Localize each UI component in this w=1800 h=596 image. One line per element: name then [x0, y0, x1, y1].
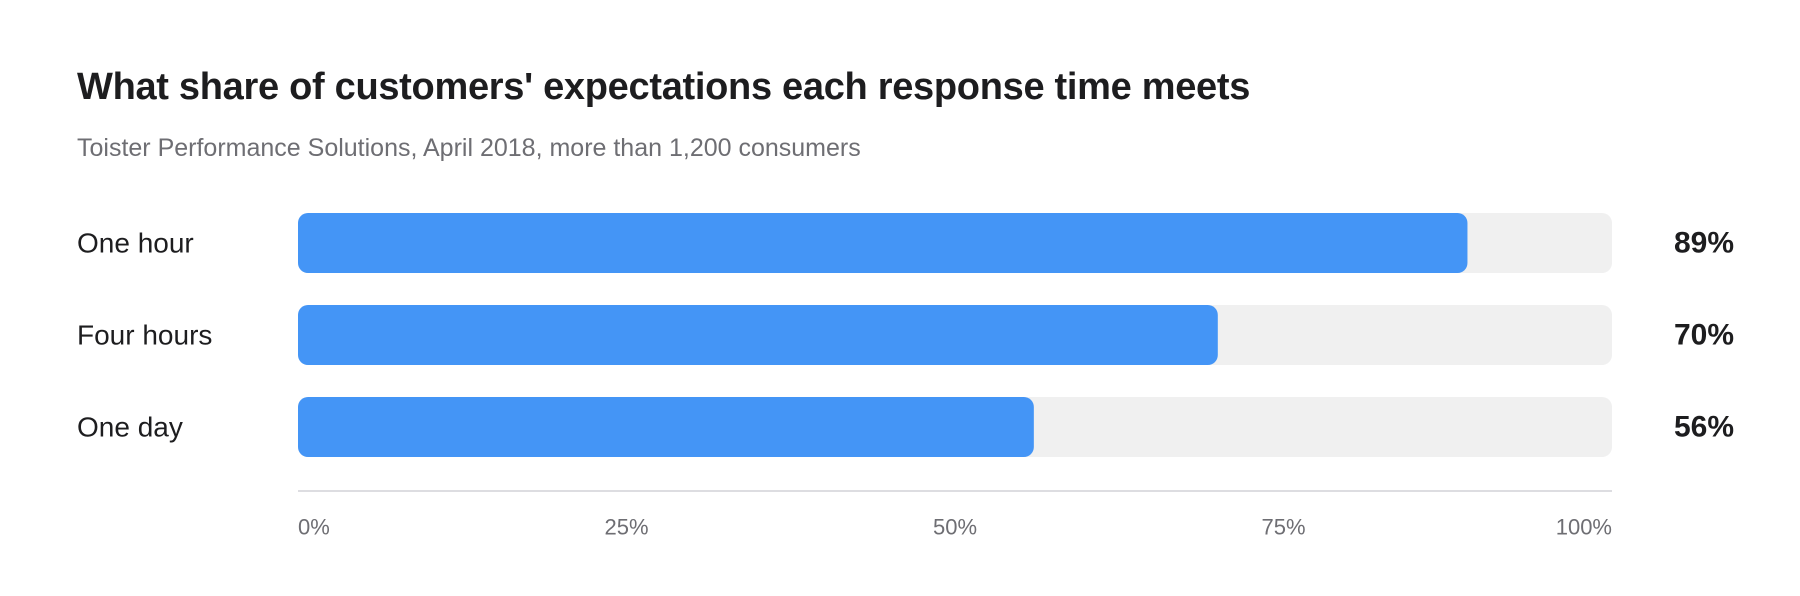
x-tick-label-25: 25%	[604, 515, 648, 540]
bar-one-day	[298, 397, 1034, 457]
x-tick-label-100: 100%	[1556, 515, 1612, 540]
category-label-one-day: One day	[77, 412, 183, 443]
value-label-one-day: 56%	[1674, 411, 1734, 444]
chart-subtitle: Toister Performance Solutions, April 201…	[77, 134, 861, 162]
value-label-one-hour: 89%	[1674, 227, 1734, 260]
category-label-four-hours: Four hours	[77, 320, 212, 351]
x-tick-label-50: 50%	[933, 515, 977, 540]
x-tick-label-0: 0%	[298, 515, 330, 540]
category-label-one-hour: One hour	[77, 228, 194, 259]
chart-title: What share of customers' expectations ea…	[77, 66, 1251, 108]
x-tick-label-75: 75%	[1261, 515, 1305, 540]
value-label-four-hours: 70%	[1674, 319, 1734, 352]
bar-one-hour	[298, 213, 1468, 273]
bar-four-hours	[298, 305, 1218, 365]
